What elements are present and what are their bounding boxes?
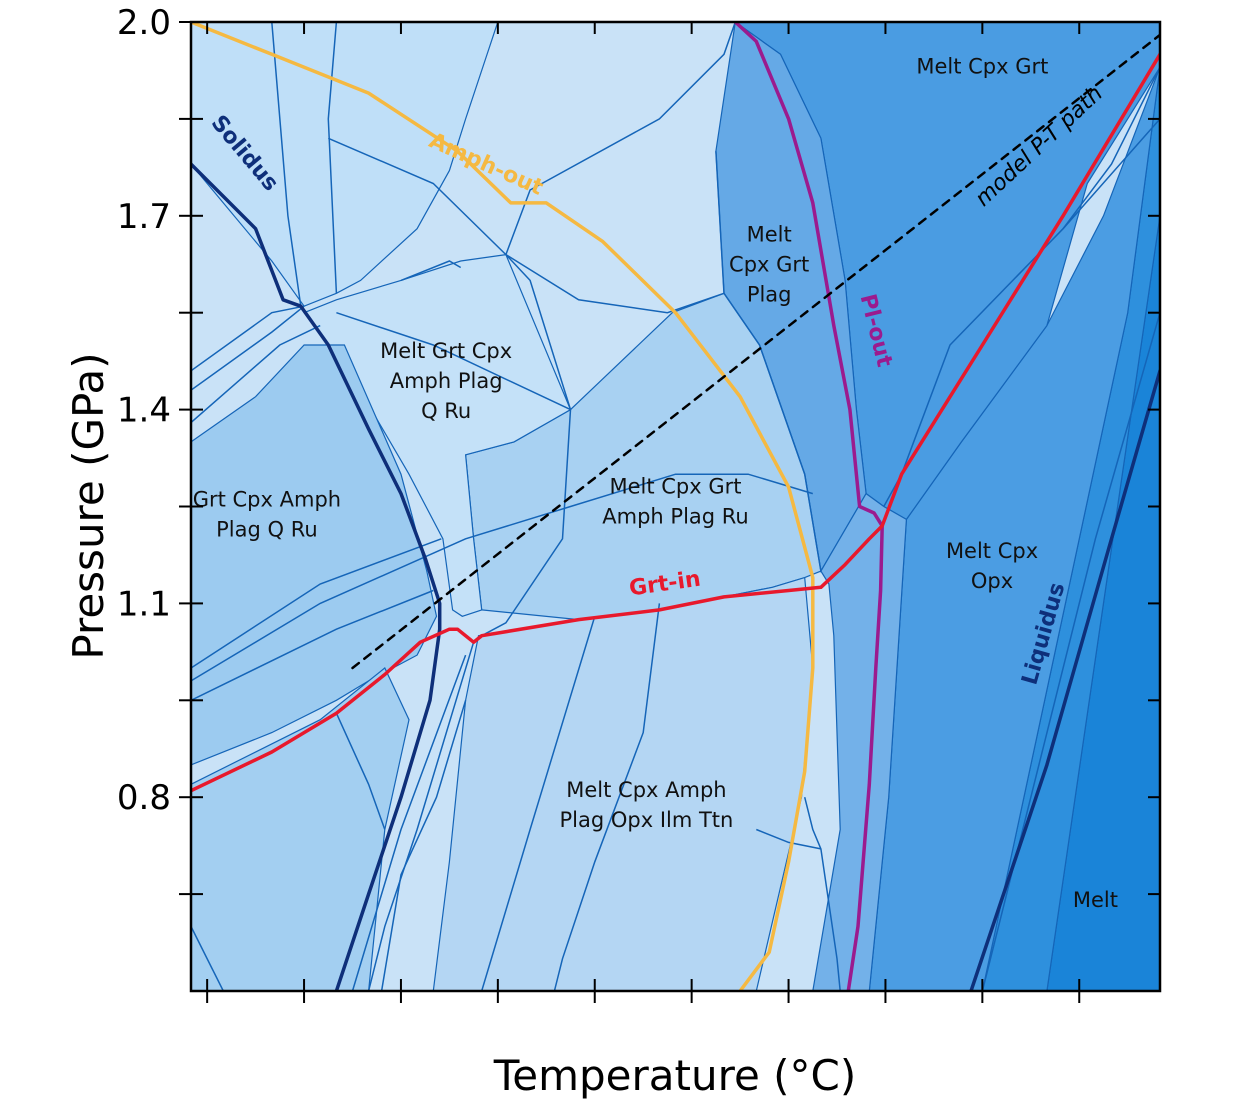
field-lower-left bbox=[191, 667, 410, 991]
boundary-line-22 bbox=[715, 151, 725, 294]
pt-path-curve bbox=[351, 33, 1160, 670]
boundary-line-8 bbox=[191, 305, 305, 372]
boundary-line-1 bbox=[327, 22, 338, 294]
x-axis-label: Temperature (°C) bbox=[493, 1051, 857, 1100]
boundary-line-0 bbox=[271, 22, 302, 307]
label-melt-grt-cpx-amph-plag-q-ru: Melt Grt Cpx Amph Plag Q Ru bbox=[380, 339, 512, 423]
field-boundaries bbox=[191, 22, 1160, 991]
boundary-line-24 bbox=[756, 828, 822, 850]
liquidus-curve bbox=[969, 369, 1160, 991]
label-grt-cpx-amph-plag-q-ru: Grt Cpx Amph Plag Q Ru bbox=[193, 488, 341, 542]
solidus-curve bbox=[191, 162, 442, 991]
boundary-line-26 bbox=[1062, 66, 1160, 230]
boundary-line-12 bbox=[191, 473, 814, 682]
boundary-line-7 bbox=[400, 260, 462, 282]
field-hf-zone bbox=[812, 492, 908, 991]
field-grt-cpx-amph-plag-q-ru bbox=[191, 344, 438, 766]
y-tick-label: 1.1 bbox=[117, 584, 171, 624]
boundary-line-4 bbox=[505, 253, 725, 314]
boundary-line-21 bbox=[480, 616, 596, 991]
reaction-curves bbox=[191, 22, 1160, 991]
y-tick-label: 1.4 bbox=[117, 391, 171, 431]
field-amph-field-upper bbox=[191, 22, 499, 307]
y-tick-label: 0.8 bbox=[117, 778, 171, 818]
boundary-line-17 bbox=[351, 654, 467, 991]
axis-ticks: 0.8 1.1 1.4 1.7 2.0 bbox=[117, 3, 1160, 1003]
y-tick-label: 1.7 bbox=[117, 197, 171, 237]
boundary-line-14 bbox=[191, 538, 442, 669]
grt-in-curve bbox=[191, 52, 1160, 793]
boundary-line-5 bbox=[723, 292, 822, 572]
label-melt-cpx-grt-amph-plag-ru: Melt Cpx Grt Amph Plag Ru bbox=[602, 475, 748, 529]
field-melt-grt-cpx-amph-plag-q-ru bbox=[303, 253, 572, 617]
label-melt-cpx-grt-plag: Melt Cpx Grt Plag bbox=[729, 223, 809, 307]
label-melt-cpx-amph-plag-opx-ilm-ttn: Melt Cpx Amph Plag Opx Ilm Ttn bbox=[559, 778, 733, 832]
boundary-line-20 bbox=[191, 926, 224, 991]
boundary-line-3 bbox=[505, 22, 737, 255]
boundary-line-9 bbox=[191, 305, 305, 391]
boundary-line-16 bbox=[335, 712, 386, 830]
amph-out-curve bbox=[191, 22, 815, 991]
boundary-line-6 bbox=[481, 254, 572, 637]
label-melt-cpx-opx: Melt Cpx Opx bbox=[946, 539, 1038, 593]
pl-out-curve bbox=[733, 22, 884, 991]
y-axis-label: Pressure (GPa) bbox=[64, 352, 113, 659]
boundary-line-18 bbox=[367, 641, 475, 991]
label-melt-cpx-grt: Melt Cpx Grt bbox=[916, 55, 1048, 79]
y-tick-label: 2.0 bbox=[117, 3, 171, 43]
phase-fields bbox=[191, 22, 1160, 991]
boundary-line-2 bbox=[328, 137, 507, 256]
boundary-line-15 bbox=[380, 700, 467, 991]
boundary-line-19 bbox=[553, 603, 661, 991]
boundary-line-13 bbox=[191, 589, 434, 701]
label-melt: Melt bbox=[1073, 888, 1118, 912]
boundary-line-10 bbox=[191, 324, 321, 424]
field-labels: Melt Melt Cpx Opx Melt Cpx Grt Melt Cpx Grt Pl… bbox=[193, 55, 1118, 912]
boundary-line-25 bbox=[883, 118, 1160, 507]
boundary-line-11 bbox=[336, 311, 571, 411]
